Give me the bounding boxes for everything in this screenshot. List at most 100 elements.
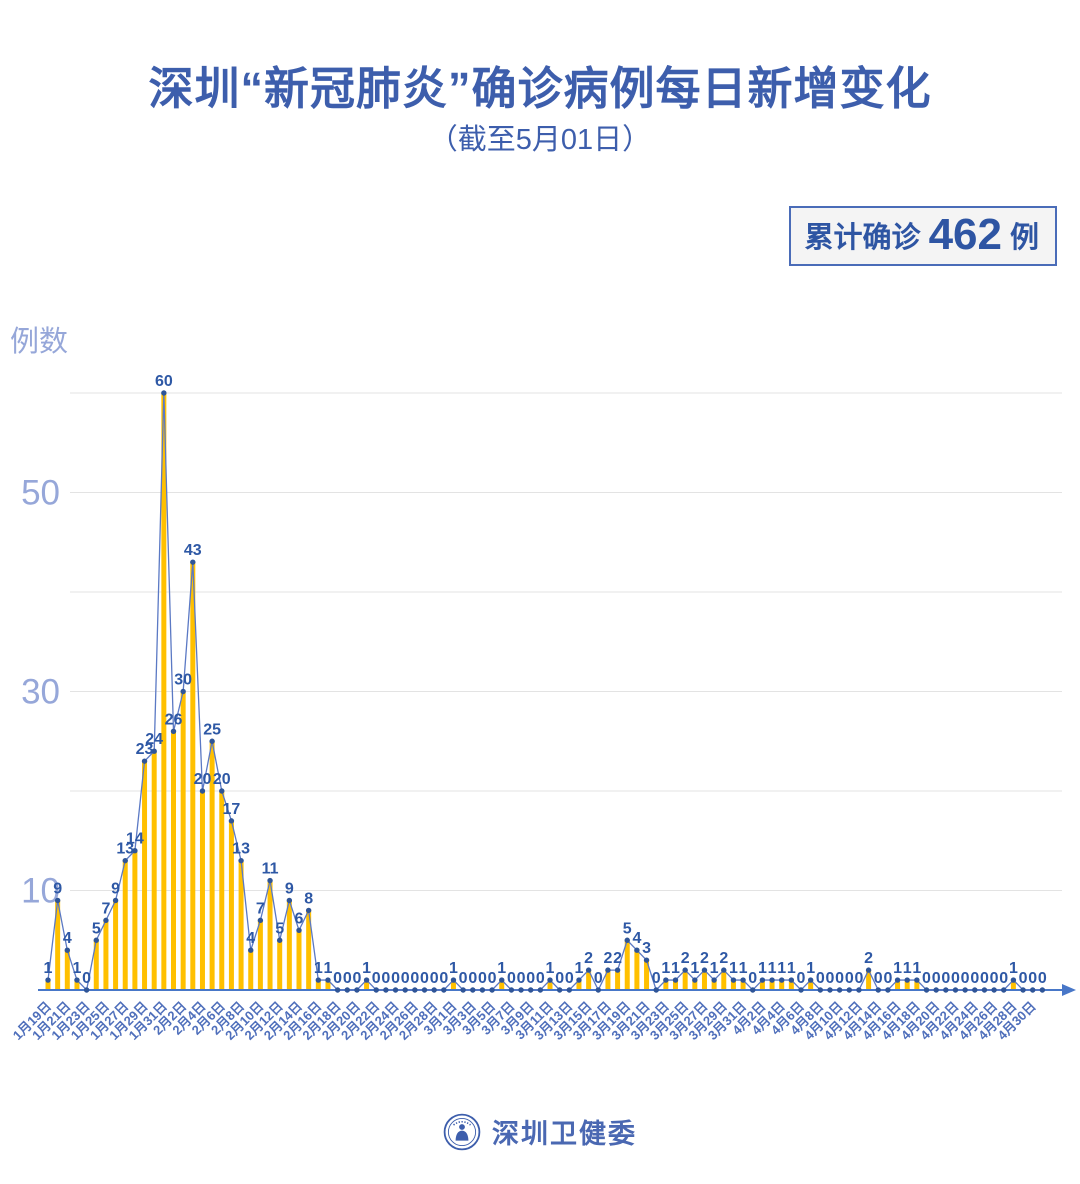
value-label: 1 (324, 960, 333, 977)
value-label: 0 (883, 970, 892, 987)
bar (286, 900, 292, 990)
data-point (682, 967, 688, 973)
data-point (711, 977, 717, 983)
data-point (730, 977, 737, 983)
data-point (653, 987, 659, 993)
value-label: 1 (739, 960, 748, 977)
value-label: 13 (116, 841, 134, 858)
value-label: 11 (262, 861, 279, 878)
value-label: 30 (174, 672, 192, 689)
data-point (981, 987, 988, 993)
data-point (402, 987, 408, 993)
cumulative-total-badge: 累计确诊 462 例 (788, 206, 1057, 266)
value-label: 0 (874, 970, 883, 987)
data-point (865, 967, 872, 973)
value-label: 0 (594, 970, 603, 987)
data-point (1039, 987, 1046, 993)
bar (450, 980, 456, 990)
data-point (64, 947, 71, 953)
value-label: 0 (932, 970, 941, 987)
data-point (190, 559, 196, 565)
value-label: 1 (758, 960, 767, 977)
bar (267, 880, 273, 990)
bar (615, 970, 621, 990)
data-point (421, 987, 428, 993)
value-label: 1 (690, 960, 699, 977)
bar (605, 970, 611, 990)
org-emblem-icon (443, 1113, 481, 1150)
value-label: 2 (603, 950, 612, 967)
value-label: 4 (63, 930, 72, 947)
data-point (219, 788, 225, 794)
bar (190, 562, 196, 990)
data-point (885, 987, 891, 993)
data-point (431, 987, 437, 993)
bar (586, 970, 592, 990)
value-label: 0 (517, 970, 526, 987)
value-label: 0 (748, 970, 757, 987)
bar (499, 980, 505, 990)
value-label: 1 (44, 960, 53, 977)
data-point (508, 987, 515, 993)
value-label: 2 (681, 950, 690, 967)
value-label: 1 (575, 960, 584, 977)
chart-subtitle: （截至5月01日） (428, 124, 652, 156)
data-point (441, 987, 447, 993)
value-label: 0 (1038, 970, 1047, 987)
bar (624, 940, 630, 990)
data-point (238, 857, 244, 864)
value-label: 0 (488, 970, 497, 987)
bar (547, 980, 553, 990)
bar (914, 980, 920, 990)
emblem-person-head (459, 1123, 465, 1130)
value-label: 2 (613, 950, 622, 967)
bar (45, 980, 51, 990)
data-point (894, 977, 901, 983)
data-point (151, 748, 157, 754)
data-point (412, 987, 418, 993)
data-point (1001, 987, 1007, 993)
value-label: 0 (951, 970, 960, 987)
data-point (489, 987, 495, 993)
y-tick-label: 50 (21, 474, 60, 513)
data-point (701, 967, 708, 973)
value-label: 2 (584, 950, 593, 967)
value-label: 9 (53, 880, 62, 897)
data-point (450, 977, 457, 983)
value-label: 1 (912, 960, 921, 977)
bar (228, 820, 234, 990)
bar (673, 980, 679, 990)
bar (55, 900, 61, 990)
value-label: 0 (854, 970, 863, 987)
value-label: 0 (990, 970, 999, 987)
data-point (344, 987, 350, 993)
data-point (556, 987, 563, 993)
trend-line (47, 392, 1043, 992)
value-label: 1 (661, 960, 670, 977)
data-point (875, 987, 881, 993)
value-label: 0 (410, 970, 419, 987)
bar (151, 751, 157, 990)
data-point (962, 987, 968, 993)
bar (759, 980, 765, 990)
data-point (576, 977, 582, 983)
data-point (383, 987, 389, 993)
value-label: 0 (381, 970, 390, 987)
y-axis-labels: 10 30 50 (21, 474, 60, 911)
data-point (315, 977, 322, 983)
data-point (605, 967, 611, 973)
data-point (276, 937, 283, 943)
bars (45, 393, 1016, 990)
data-point (392, 987, 399, 993)
value-label: 0 (835, 970, 844, 987)
data-point (257, 917, 264, 924)
value-label: 2 (719, 950, 728, 967)
bar (644, 960, 650, 990)
chart-title: 深圳“新冠肺炎”确诊病例每日新增变化 (148, 63, 932, 114)
data-point (991, 987, 997, 993)
data-point (470, 987, 476, 993)
value-label: 0 (526, 970, 535, 987)
value-label: 24 (145, 731, 163, 748)
data-point (479, 987, 486, 993)
data-point (692, 977, 698, 983)
